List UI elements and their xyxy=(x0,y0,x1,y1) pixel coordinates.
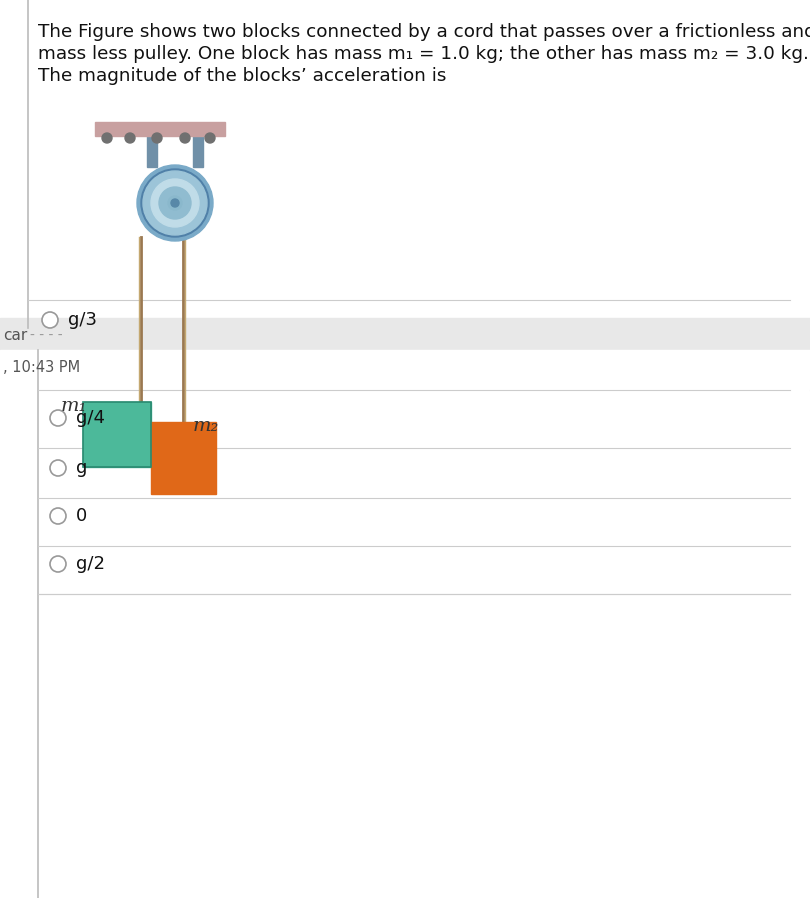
Text: g: g xyxy=(76,459,87,477)
Circle shape xyxy=(205,133,215,143)
Text: g/4: g/4 xyxy=(76,409,105,427)
Circle shape xyxy=(50,460,66,476)
Text: m₁: m₁ xyxy=(61,397,87,415)
Text: mass less pulley. One block has mass m₁ = 1.0 kg; the other has mass m₂ = 3.0 kg: mass less pulley. One block has mass m₁ … xyxy=(38,45,809,63)
Circle shape xyxy=(50,410,66,426)
Text: g/2: g/2 xyxy=(76,555,105,573)
Bar xyxy=(147,136,157,167)
Bar xyxy=(83,402,151,467)
Circle shape xyxy=(50,508,66,524)
Circle shape xyxy=(137,165,213,241)
Circle shape xyxy=(168,196,182,210)
Circle shape xyxy=(125,133,135,143)
Text: car: car xyxy=(3,328,28,342)
Circle shape xyxy=(180,133,190,143)
Text: 0: 0 xyxy=(76,507,87,525)
Bar xyxy=(0,0,810,318)
Circle shape xyxy=(42,312,58,328)
Circle shape xyxy=(151,179,199,227)
Circle shape xyxy=(50,556,66,572)
Circle shape xyxy=(171,199,179,207)
Bar xyxy=(0,318,810,350)
Bar xyxy=(151,422,216,494)
Bar xyxy=(83,402,151,467)
Text: , 10:43 PM: , 10:43 PM xyxy=(3,360,80,375)
Circle shape xyxy=(152,133,162,143)
Circle shape xyxy=(143,171,207,235)
Text: The magnitude of the blocks’ acceleration is: The magnitude of the blocks’ acceleratio… xyxy=(38,67,446,85)
Circle shape xyxy=(141,169,209,237)
Text: m₂: m₂ xyxy=(193,417,220,435)
Text: - - - -: - - - - xyxy=(30,328,62,342)
Circle shape xyxy=(102,133,112,143)
Text: g/3: g/3 xyxy=(68,311,97,329)
Text: The Figure shows two blocks connected by a cord that passes over a frictionless : The Figure shows two blocks connected by… xyxy=(38,23,810,41)
Circle shape xyxy=(159,187,191,219)
Bar xyxy=(95,122,225,136)
Bar xyxy=(193,136,203,167)
Bar xyxy=(0,350,810,898)
